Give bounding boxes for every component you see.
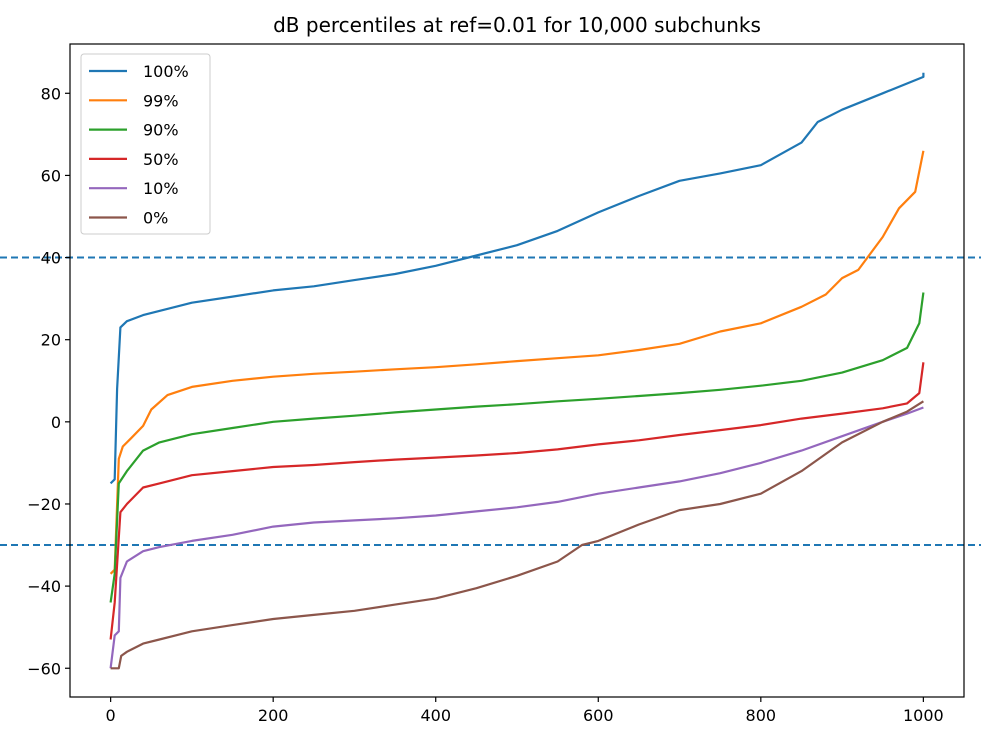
x-tick-label: 600 [583, 706, 614, 725]
x-tick-label: 200 [258, 706, 289, 725]
legend-label-3: 50% [143, 150, 179, 169]
series-line-3 [109, 362, 925, 640]
reference-lines [0, 256, 981, 547]
plot-frame [69, 43, 965, 698]
y-tick-label: 0 [51, 413, 61, 432]
x-tick-label: 1000 [903, 706, 944, 725]
y-tick-label: 80 [41, 84, 61, 103]
legend-label-1: 99% [143, 91, 179, 110]
series-line-1 [109, 150, 925, 575]
y-tick-label: −20 [27, 495, 61, 514]
series-group [109, 72, 925, 670]
series-line-2 [109, 292, 925, 603]
y-tick-label: 60 [41, 166, 61, 185]
chart-title: dB percentiles at ref=0.01 for 10,000 su… [273, 13, 761, 37]
x-tick-label: 400 [420, 706, 451, 725]
axes: 0 200 400 600 800 1000 −60 −40 −20 0 20 40 60 80 [27, 43, 965, 725]
y-tick-label: −60 [27, 659, 61, 678]
x-tick-label: 800 [746, 706, 777, 725]
series-line-0 [109, 72, 925, 485]
series-line-5 [110, 400, 924, 670]
series-line-4 [109, 406, 924, 669]
x-tick-label: 0 [106, 706, 116, 725]
y-tick-label: 40 [41, 249, 61, 268]
legend-label-4: 10% [143, 179, 179, 198]
legend: 100% 99% 90% 50% 10% 0% [80, 53, 211, 235]
legend-box [80, 53, 211, 235]
y-tick-label: −40 [27, 577, 61, 596]
legend-label-5: 0% [143, 209, 168, 228]
legend-label-0: 100% [143, 62, 189, 81]
legend-label-2: 90% [143, 121, 179, 140]
y-tick-label: 20 [41, 331, 61, 350]
